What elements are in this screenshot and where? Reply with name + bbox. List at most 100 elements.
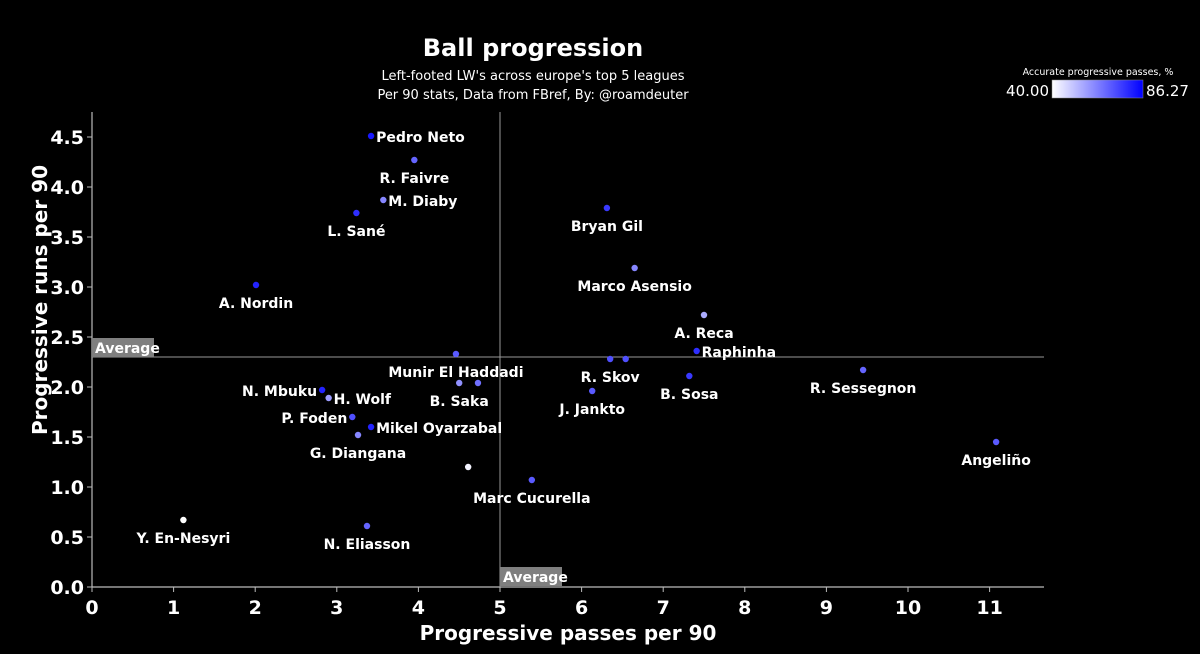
data-point[interactable] [589,387,596,395]
point-label: B. Saka [430,394,489,410]
x-tick-label: 8 [738,597,751,619]
data-point-group: N. Mbuku [242,384,326,400]
data-point[interactable] [474,379,482,387]
point-label: Pedro Neto [376,130,465,146]
colorbar-max-label: 86.27 [1146,82,1189,100]
x-tick-label: 6 [575,597,588,619]
x-tick-label: 11 [976,597,1002,619]
data-point[interactable] [700,311,708,319]
data-point-group: R. Faivre [379,156,449,187]
data-point-group: B. Sosa [660,372,718,403]
point-label: Marc Cucurella [473,491,590,507]
data-point[interactable] [349,413,356,421]
data-point-group [464,463,472,471]
y-tick-label: 0.0 [50,577,84,599]
colorbar-label: Accurate progressive passes, % [1023,67,1174,78]
point-label: A. Nordin [219,296,293,312]
data-point[interactable] [693,347,700,355]
y-tick-label: 1.5 [50,427,84,449]
data-point-group: L. Sané [327,209,385,240]
x-tick-label: 0 [85,597,98,619]
data-point-group: N. Eliasson [324,522,411,553]
point-label: P. Foden [281,411,347,427]
data-point-group [474,379,482,387]
point-label: Bryan Gil [571,219,643,235]
data-point-group: R. Skov [581,355,640,386]
data-point-group: B. Saka [430,379,489,410]
y-tick-label: 2.0 [50,377,84,399]
average-y-label: Average [95,341,160,357]
data-point-group: A. Reca [674,311,734,342]
data-point[interactable] [367,132,375,140]
point-label: L. Sané [327,224,385,240]
data-point-group: Munir El Haddadi [388,350,524,381]
colorbar-min-label: 40.00 [1006,82,1049,100]
x-tick-label: 4 [412,597,425,619]
data-point-group: G. Diangana [310,431,406,462]
point-label: J. Jankto [558,402,625,418]
data-point-group: R. Sessegnon [810,366,917,397]
y-tick-label: 2.5 [50,327,84,349]
data-point[interactable] [464,463,472,471]
y-tick-label: 4.0 [50,177,84,199]
data-point[interactable] [252,281,260,289]
point-label: Marco Asensio [577,279,692,295]
data-point-group: H. Wolf [325,392,392,408]
point-label: N. Mbuku [242,384,317,400]
y-tick-label: 3.5 [50,227,84,249]
data-point-group [622,355,629,363]
data-point[interactable] [686,372,693,380]
data-point-group: Angeliño [961,438,1031,469]
point-label: G. Diangana [310,446,406,462]
data-point[interactable] [180,516,187,524]
point-label: B. Sosa [660,387,718,403]
data-point-group: Mikel Oyarzabal [367,421,502,437]
point-label: A. Reca [674,326,733,342]
y-tick-label: 0.5 [50,527,84,549]
x-tick-label: 1 [167,597,180,619]
x-tick-label: 9 [820,597,833,619]
data-point[interactable] [622,355,629,363]
data-point-group: Marc Cucurella [473,476,591,507]
chart-subtitle-1: Left-footed LW's across europe's top 5 l… [382,69,685,84]
y-tick-label: 1.0 [50,477,84,499]
data-point[interactable] [528,476,536,484]
data-point-group: P. Foden [281,411,356,427]
x-tick-label: 7 [657,597,670,619]
chart-title: Ball progression [423,34,643,62]
data-point[interactable] [859,366,867,374]
data-point[interactable] [380,196,387,204]
point-label: R. Faivre [379,171,449,187]
axes [91,112,1044,588]
average-x-label: Average [503,570,568,586]
data-point[interactable] [353,209,360,217]
data-point-group: Raphinha [693,345,776,361]
data-point[interactable] [606,355,614,363]
point-label: H. Wolf [334,392,392,408]
average-y-badge [92,338,154,357]
data-point-group: Pedro Neto [367,130,465,146]
colorbar: Accurate progressive passes, % 40.00 86.… [1006,67,1189,100]
x-tick-label: 2 [249,597,262,619]
point-label: Y. En-Nesyri [136,531,231,547]
data-point-group: Bryan Gil [571,204,643,235]
point-label: N. Eliasson [324,537,411,553]
data-point[interactable] [411,156,418,164]
data-point[interactable] [456,379,463,387]
data-point[interactable] [325,394,332,402]
data-point[interactable] [631,264,638,272]
point-label: R. Sessegnon [810,381,917,397]
x-axis-label: Progressive passes per 90 [420,621,717,645]
data-point[interactable] [367,423,375,431]
y-tick-label: 4.5 [50,127,84,149]
data-point[interactable] [318,386,326,394]
point-label: Raphinha [702,345,776,361]
point-label: Angeliño [961,453,1031,469]
data-point[interactable] [354,431,362,439]
data-point[interactable] [992,438,1000,446]
data-point[interactable] [452,350,460,358]
x-tick-label: 3 [330,597,343,619]
data-point[interactable] [363,522,371,530]
data-point[interactable] [603,204,611,212]
